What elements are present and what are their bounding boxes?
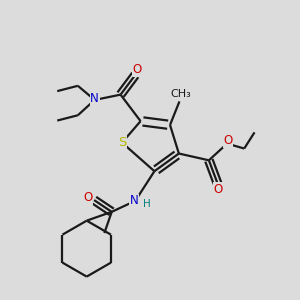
Text: O: O xyxy=(214,183,223,196)
Text: CH₃: CH₃ xyxy=(170,89,191,99)
Text: S: S xyxy=(118,136,126,149)
Text: H: H xyxy=(142,199,150,209)
Text: O: O xyxy=(83,191,93,204)
Text: N: N xyxy=(130,194,139,207)
Text: N: N xyxy=(90,92,99,105)
Text: O: O xyxy=(224,134,233,147)
Text: O: O xyxy=(132,63,141,76)
